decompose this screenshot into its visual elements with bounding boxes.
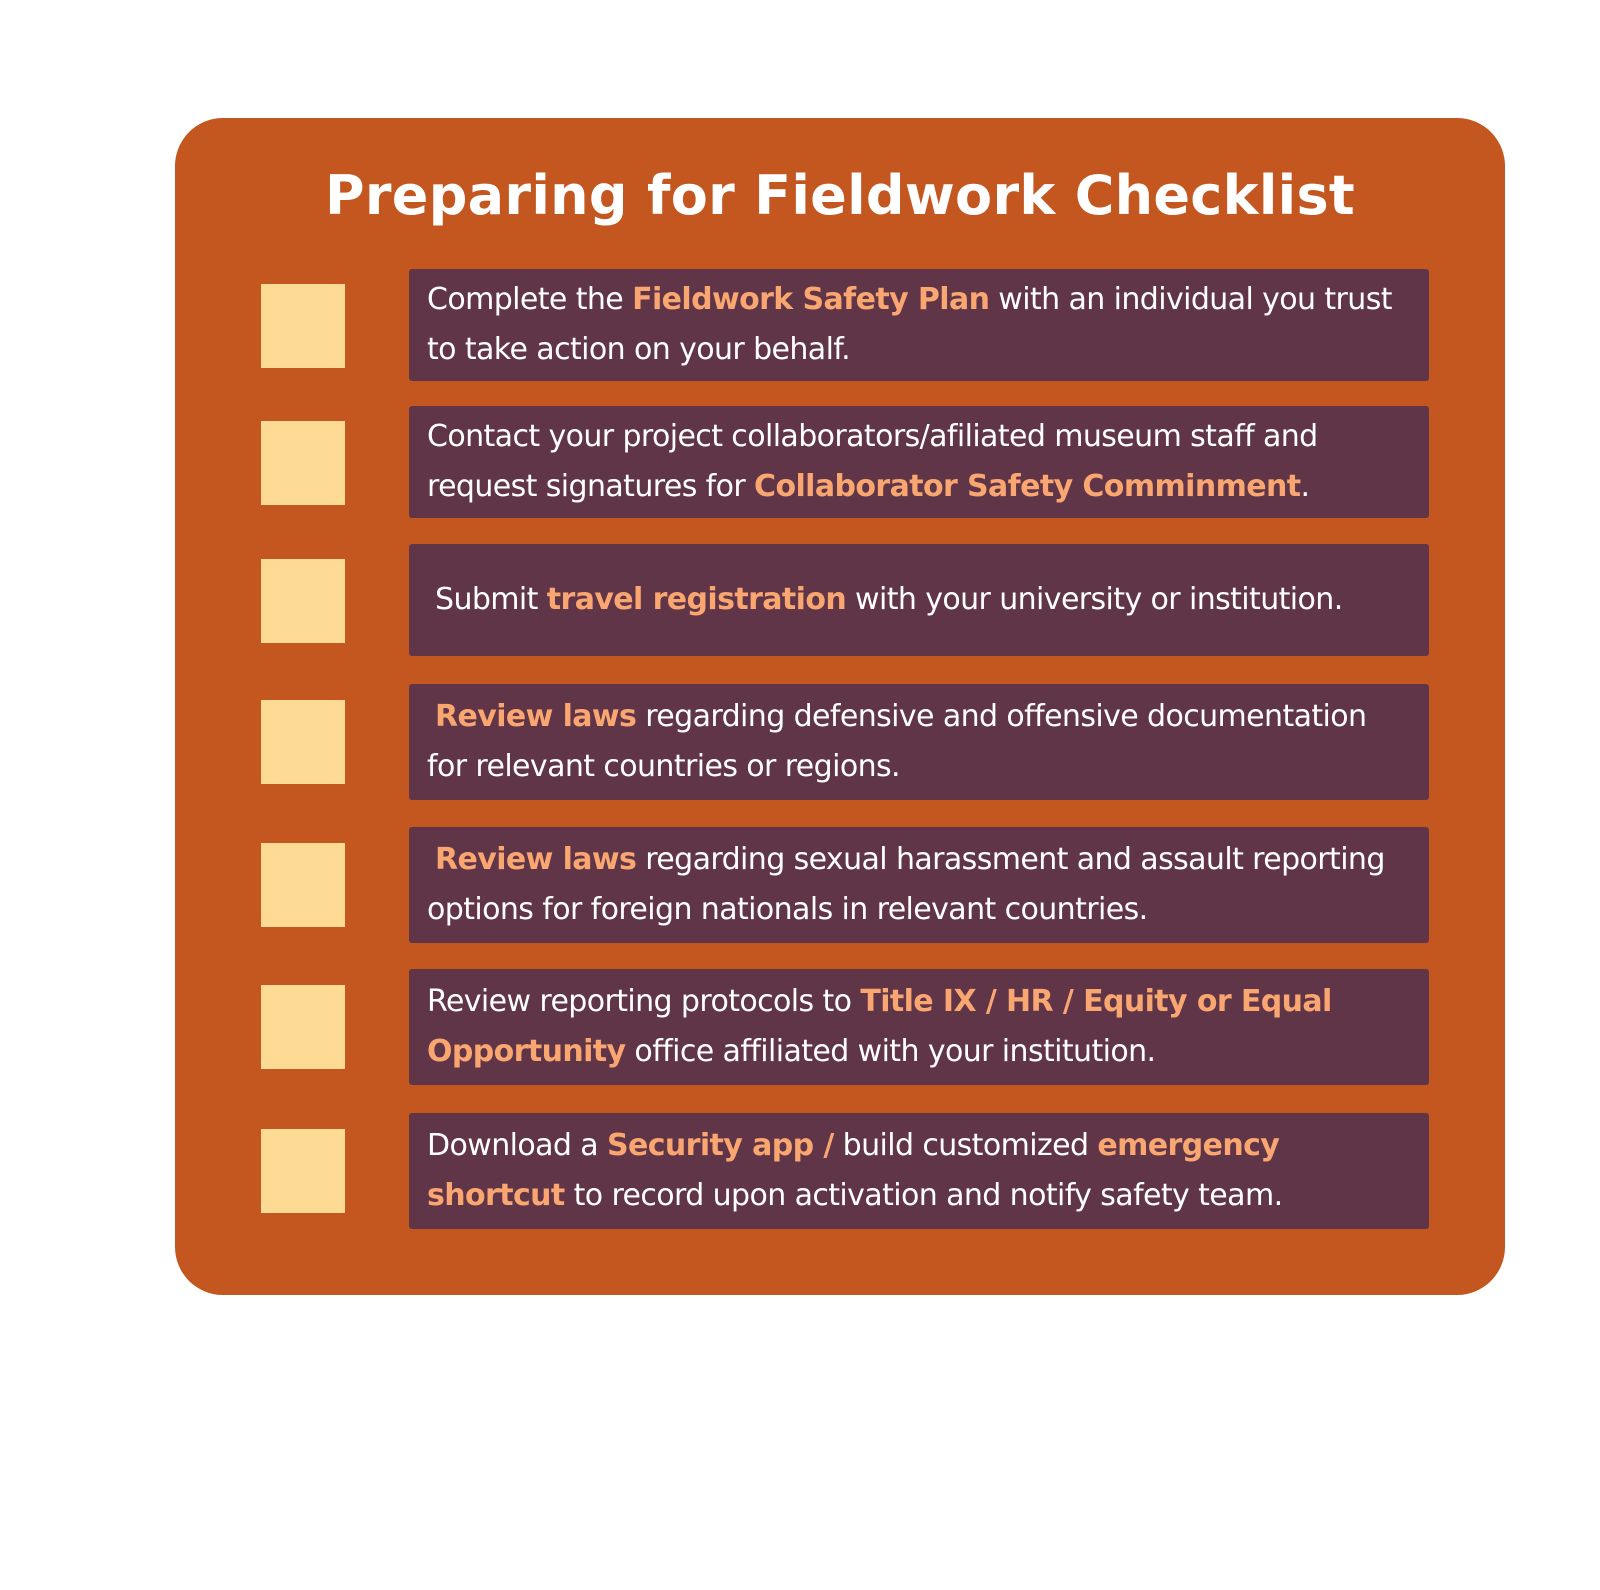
item-text-part: Contact your project collaborators/afili…: [427, 419, 1318, 504]
item-highlight: Collaborator Safety Comminment: [754, 469, 1301, 504]
page-title: Preparing for Fieldwork Checklist: [325, 164, 1355, 227]
item-text-part: to record upon activation and notify saf…: [564, 1178, 1284, 1213]
item-highlight: travel registration: [546, 582, 847, 617]
item-text-box: Review reporting protocols to Title IX /…: [409, 969, 1429, 1085]
item-text-box: Review laws regarding defensive and offe…: [409, 684, 1429, 800]
item-highlight: emergency shortcut: [427, 1128, 1280, 1213]
checkbox[interactable]: [261, 843, 345, 927]
item-text: Review reporting protocols to Title IX /…: [427, 977, 1409, 1077]
checkbox[interactable]: [261, 700, 345, 784]
checkbox[interactable]: [261, 284, 345, 368]
checkbox[interactable]: [261, 559, 345, 643]
item-text: Download a Security app / build customiz…: [427, 1121, 1409, 1221]
item-highlight: Review laws: [435, 842, 637, 877]
item-text-part: Submit: [435, 582, 547, 617]
item-text-box: Submit travel registration with your uni…: [409, 544, 1429, 656]
item-text-box: Complete the Fieldwork Safety Plan with …: [409, 269, 1429, 381]
item-text-part: regarding defensive and offensive docume…: [427, 699, 1367, 784]
item-text: Submit travel registration with your uni…: [427, 575, 1343, 625]
item-text-part: regarding sexual harassment and assault …: [427, 842, 1385, 927]
checkbox[interactable]: [261, 421, 345, 505]
item-text-part: office affiliated with your institution.: [625, 1034, 1156, 1069]
item-text-part: Download a: [427, 1128, 607, 1163]
checkbox[interactable]: [261, 1129, 345, 1213]
item-text-part: Review reporting protocols to: [427, 984, 861, 1019]
item-text-part: build customized: [833, 1128, 1098, 1163]
item-text-box: Review laws regarding sexual harassment …: [409, 827, 1429, 943]
item-text: Review laws regarding defensive and offe…: [427, 692, 1409, 792]
item-highlight: Fieldwork Safety Plan: [632, 282, 990, 317]
item-text-box: Contact your project collaborators/afili…: [409, 406, 1429, 518]
item-text: Complete the Fieldwork Safety Plan with …: [427, 275, 1409, 375]
item-text-part: with an individual you trust to take act…: [427, 282, 1393, 367]
item-highlight: Title IX / HR / Equity or Equal Opportun…: [427, 984, 1332, 1069]
checkbox[interactable]: [261, 985, 345, 1069]
item-text-part: with your university or institution.: [846, 582, 1343, 617]
item-highlight: Security app /: [606, 1128, 834, 1163]
item-text-box: Download a Security app / build customiz…: [409, 1113, 1429, 1229]
item-text-part: Complete the: [427, 282, 633, 317]
item-text: Contact your project collaborators/afili…: [427, 412, 1409, 512]
item-highlight: Review laws: [435, 699, 637, 734]
checklist-card: Preparing for Fieldwork Checklist Comple…: [175, 118, 1505, 1295]
item-text-part: .: [1300, 469, 1310, 504]
item-text: Review laws regarding sexual harassment …: [427, 835, 1409, 935]
